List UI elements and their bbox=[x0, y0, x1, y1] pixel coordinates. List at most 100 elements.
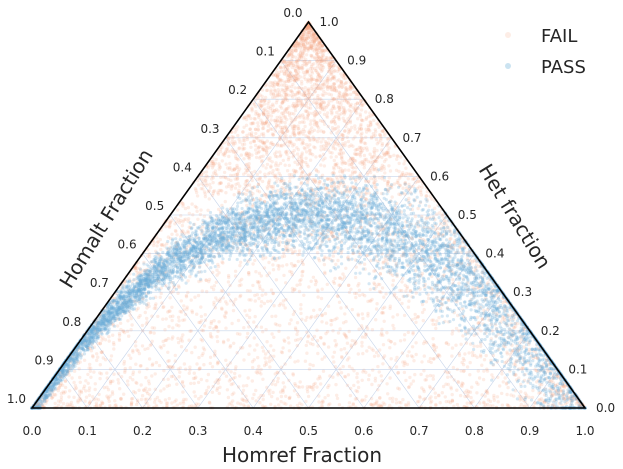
fail-point bbox=[277, 303, 281, 308]
fail-point bbox=[405, 285, 409, 289]
fail-point bbox=[292, 309, 297, 314]
fail-point bbox=[175, 382, 179, 386]
fail-point bbox=[441, 384, 446, 389]
fail-point bbox=[270, 332, 274, 336]
fail-point bbox=[216, 329, 220, 334]
fail-point bbox=[217, 188, 221, 193]
fail-point bbox=[400, 301, 404, 306]
fail-point bbox=[345, 336, 349, 340]
fail-point bbox=[252, 101, 256, 105]
fail-point bbox=[361, 292, 365, 297]
fail-point bbox=[372, 269, 376, 273]
fail-point bbox=[266, 102, 270, 106]
fail-point bbox=[274, 314, 278, 318]
fail-point bbox=[461, 362, 466, 367]
fail-point bbox=[396, 154, 400, 158]
fail-point bbox=[184, 295, 189, 299]
fail-point bbox=[279, 106, 284, 110]
fail-point bbox=[257, 364, 261, 368]
fail-point bbox=[286, 73, 291, 78]
fail-point bbox=[271, 291, 275, 296]
fail-point bbox=[496, 375, 500, 379]
fail-point bbox=[373, 402, 377, 406]
fail-point bbox=[298, 120, 302, 125]
fail-point bbox=[291, 151, 295, 155]
fail-point bbox=[151, 362, 155, 366]
fail-point bbox=[277, 150, 282, 154]
fail-point bbox=[224, 358, 228, 362]
fail-point bbox=[213, 169, 218, 173]
fail-point bbox=[468, 258, 472, 263]
fail-point bbox=[263, 356, 267, 360]
grid-line bbox=[142, 253, 254, 409]
fail-point bbox=[155, 244, 159, 248]
fail-point bbox=[228, 283, 232, 288]
fail-point bbox=[179, 214, 183, 218]
fail-point bbox=[513, 324, 518, 328]
fail-point bbox=[375, 159, 379, 164]
fail-point bbox=[183, 206, 188, 211]
fail-point bbox=[181, 229, 185, 233]
fail-point bbox=[348, 87, 353, 92]
fail-point bbox=[340, 157, 344, 161]
fail-point bbox=[300, 159, 304, 163]
fail-point bbox=[376, 354, 380, 358]
fail-point bbox=[216, 361, 220, 365]
fail-point bbox=[148, 269, 153, 273]
fail-point bbox=[352, 342, 357, 346]
fail-point bbox=[332, 77, 337, 81]
fail-point bbox=[254, 325, 259, 329]
fail-point bbox=[351, 403, 356, 407]
fail-point bbox=[176, 340, 181, 345]
fail-point bbox=[293, 249, 297, 253]
fail-point bbox=[322, 112, 327, 117]
fail-point bbox=[377, 176, 381, 180]
fail-point bbox=[235, 163, 239, 168]
fail-point bbox=[139, 383, 143, 387]
fail-point bbox=[314, 280, 319, 284]
fail-point bbox=[251, 262, 255, 266]
fail-point bbox=[311, 200, 316, 205]
fail-point bbox=[378, 348, 382, 352]
fail-point bbox=[404, 245, 408, 249]
fail-point bbox=[302, 59, 306, 64]
fail-point bbox=[250, 109, 254, 113]
fail-point bbox=[297, 85, 301, 90]
fail-point bbox=[491, 295, 496, 299]
fail-point bbox=[373, 128, 377, 132]
fail-point bbox=[111, 333, 115, 337]
fail-point bbox=[327, 143, 332, 147]
fail-point bbox=[455, 388, 459, 392]
fail-point bbox=[442, 219, 446, 223]
fail-point bbox=[474, 259, 478, 263]
fail-point bbox=[252, 392, 256, 397]
fail-point bbox=[284, 133, 288, 138]
fail-point bbox=[242, 136, 246, 140]
fail-point bbox=[519, 397, 523, 401]
fail-point bbox=[338, 283, 342, 287]
fail-point bbox=[229, 299, 233, 303]
fail-point bbox=[304, 156, 308, 160]
fail-point bbox=[243, 182, 247, 186]
fail-point bbox=[337, 183, 341, 188]
fail-point bbox=[266, 389, 270, 393]
fail-point bbox=[249, 133, 253, 137]
fail-point bbox=[322, 58, 326, 62]
fail-point bbox=[320, 64, 324, 68]
fail-point bbox=[137, 370, 142, 374]
fail-point bbox=[285, 86, 289, 90]
fail-point bbox=[220, 145, 224, 150]
fail-point bbox=[320, 59, 324, 63]
fail-point bbox=[281, 113, 285, 118]
fail-point bbox=[500, 372, 504, 376]
fail-point bbox=[303, 59, 307, 63]
fail-point bbox=[274, 150, 279, 154]
fail-point bbox=[287, 173, 292, 177]
fail-point bbox=[380, 163, 385, 167]
fail-point bbox=[427, 204, 431, 208]
fail-point bbox=[210, 166, 215, 170]
fail-point bbox=[304, 318, 308, 322]
fail-point bbox=[254, 370, 258, 374]
fail-point bbox=[299, 98, 303, 103]
fail-point bbox=[107, 335, 111, 339]
